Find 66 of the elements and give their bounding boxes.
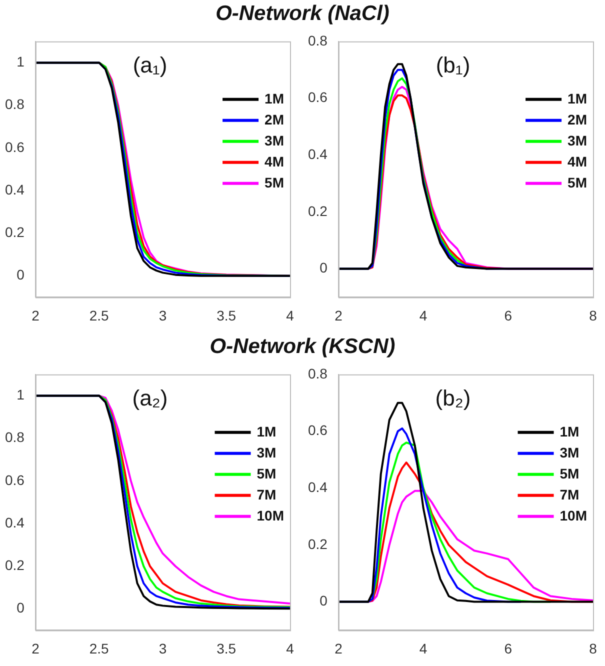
y-tick-label: 0.6 [308,422,328,438]
x-tick-label: 3.5 [216,640,236,656]
chart-title: O-Network (NaCl) [214,2,390,26]
y-tick-label: 0.8 [4,96,25,112]
annotation: (b₁) [436,52,470,78]
y-tick-label: 0.4 [4,514,25,530]
legend-label: 3M [568,132,588,148]
x-tick-label: 3 [158,640,167,656]
x-tick-label: 2 [32,640,40,656]
x-tick-label: 2 [334,640,343,656]
annotation: (b₂) [435,385,471,410]
x-tick-label: 6 [504,307,512,324]
y-tick-label: 0.8 [308,32,328,48]
y-tick-label: 0 [16,600,25,616]
annotation: (a₂) [132,385,168,410]
legend-label: 3M [264,132,284,148]
y-tick-label: 1 [16,54,25,70]
x-tick-label: 2 [334,307,343,324]
y-tick-label: 0.2 [308,202,328,219]
legend-label: 3M [560,444,580,460]
legend-label: 10M [560,507,587,524]
x-tick-label: 4 [419,307,428,324]
y-tick-label: 0.8 [4,429,25,446]
x-tick-label: 4 [286,640,294,656]
x-tick-label: 3 [158,307,167,324]
x-tick-label: 4 [419,640,428,656]
y-tick-label: 0 [320,260,328,276]
x-tick-label: 3.5 [216,307,236,324]
y-tick-label: 0.6 [4,472,25,488]
legend-label: 5M [264,174,284,190]
legend-label: 1M [256,423,276,440]
legend-label: 5M [560,465,580,482]
legend-label: 10M [256,507,284,524]
x-tick-label: 2.5 [89,307,110,324]
legend-label: 3M [256,444,276,460]
y-tick-label: 0.6 [308,89,328,106]
y-tick-label: 0 [320,592,328,609]
legend-label: 2M [264,111,284,128]
chart-title: O-Network (KSCN) [208,335,396,359]
legend-label: 1M [568,90,588,106]
legend-label: 1M [264,90,284,106]
legend-label: 5M [568,174,588,190]
y-tick-label: 0.4 [308,478,328,495]
y-tick-label: 0 [16,266,25,283]
y-tick-label: 0.2 [308,536,328,552]
y-tick-label: 0.2 [4,557,25,574]
annotation: (a₁) [132,52,168,78]
x-tick-label: 2 [32,307,40,324]
y-tick-label: 1 [16,386,25,403]
legend-label: 5M [256,465,276,482]
y-tick-label: 0.4 [4,181,25,198]
y-tick-label: 0.6 [4,138,25,155]
legend-label: 7M [256,486,276,502]
x-tick-label: 8 [589,640,598,656]
x-tick-label: 2.5 [89,640,110,656]
y-tick-label: 0.4 [308,146,328,162]
x-tick-label: 4 [286,307,294,324]
legend-label: 7M [560,486,580,502]
y-tick-label: 0.8 [308,365,328,382]
legend-label: 4M [264,153,284,170]
legend-label: 1M [560,423,580,440]
legend-label: 2M [568,111,588,128]
x-tick-label: 6 [504,640,512,656]
x-tick-label: 8 [589,307,598,324]
legend-label: 4M [568,153,588,170]
y-tick-label: 0.2 [4,224,25,240]
